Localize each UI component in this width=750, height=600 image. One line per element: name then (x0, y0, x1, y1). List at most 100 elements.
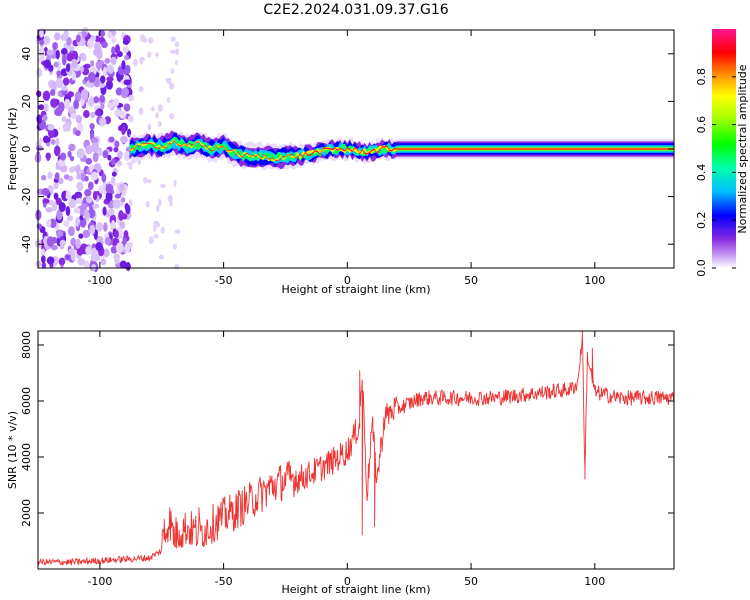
noise-blob (107, 102, 114, 109)
noise-blob (87, 181, 94, 191)
noise-blob (79, 65, 85, 73)
noise-blob (120, 136, 128, 144)
noise-blob (43, 35, 51, 45)
x-tick-label: -50 (215, 274, 233, 287)
noise-blob (83, 260, 90, 269)
noise-blob (158, 254, 165, 260)
noise-blob (122, 68, 128, 75)
noise-blob (43, 103, 49, 113)
noise-blob (65, 189, 71, 199)
noise-blob (89, 224, 96, 235)
noise-blob (96, 221, 104, 232)
noise-blob (75, 238, 81, 249)
noise-blob (168, 113, 175, 120)
noise-blob (53, 32, 61, 41)
noise-blob (74, 207, 81, 214)
noise-blob (84, 188, 92, 197)
noise-blob (53, 145, 61, 157)
y-tick-label: 8000 (20, 331, 33, 359)
noise-blob (92, 152, 99, 163)
noise-blob (138, 107, 144, 115)
noise-blob (49, 89, 56, 96)
noise-blob (104, 57, 111, 64)
noise-blob (36, 223, 43, 230)
noise-blob (85, 144, 93, 155)
noise-blob (105, 191, 113, 202)
noise-blob (104, 233, 110, 239)
noise-blob (38, 104, 45, 111)
noise-blob (60, 164, 68, 173)
noise-blob (58, 202, 66, 212)
x-tick-label: 100 (584, 274, 605, 287)
y-tick-label: 20 (20, 94, 33, 108)
noise-blob (75, 34, 81, 43)
noise-blob (124, 54, 129, 61)
noise-blob (127, 242, 134, 247)
noise-blob (157, 121, 162, 128)
snr-frame (37, 330, 675, 570)
noise-blob (153, 234, 159, 239)
noise-blob (169, 82, 175, 90)
noise-blob (57, 158, 66, 167)
noise-blob (47, 171, 53, 180)
noise-blob (101, 173, 107, 183)
spectrogram-noise (34, 26, 181, 273)
noise-blob (114, 193, 122, 199)
noise-blob (69, 155, 75, 162)
noise-blob (146, 179, 152, 184)
noise-blob (49, 218, 57, 229)
noise-blob (160, 183, 166, 189)
spectrogram-x-label: Height of straight line (km) (281, 283, 430, 296)
noise-blob (61, 54, 67, 66)
noise-blob (71, 71, 77, 81)
noise-blob (106, 76, 114, 82)
noise-blob (59, 152, 67, 161)
noise-blob (76, 181, 84, 192)
noise-blob (44, 136, 51, 143)
noise-blob (63, 174, 70, 180)
noise-blob (58, 257, 66, 266)
colorbar-tick-label: 0.6 (695, 116, 708, 134)
noise-blob (46, 152, 51, 162)
noise-blob (173, 179, 177, 187)
noise-blob (121, 87, 130, 97)
noise-blob (90, 253, 98, 262)
noise-blob (156, 205, 160, 213)
colorbar-label: Normalized spectral amplitude (736, 64, 749, 233)
noise-blob (89, 122, 95, 130)
noise-blob (118, 183, 125, 192)
noise-blob (55, 137, 60, 147)
noise-blob (62, 77, 70, 86)
noise-blob (90, 111, 96, 119)
noise-blob (66, 215, 74, 222)
noise-blob (102, 206, 107, 216)
noise-blob (128, 164, 133, 170)
noise-blob (118, 69, 124, 76)
noise-blob (40, 248, 46, 257)
y-tick-label: 4000 (20, 443, 33, 471)
noise-blob (150, 106, 155, 112)
noise-blob (56, 70, 61, 77)
noise-blob (121, 60, 126, 72)
noise-blob (174, 48, 179, 56)
noise-blob (88, 96, 94, 108)
noise-blob (94, 110, 102, 116)
y-tick-label: -40 (20, 235, 33, 253)
noise-blob (111, 171, 117, 177)
noise-blob (122, 46, 129, 53)
noise-blob (117, 150, 123, 160)
snr-x-label: Height of straight line (km) (281, 583, 430, 596)
noise-blob (54, 108, 63, 117)
noise-blob (63, 220, 70, 227)
noise-blob (95, 60, 102, 70)
noise-blob (69, 166, 75, 173)
noise-blob (103, 222, 108, 232)
noise-blob (123, 230, 129, 239)
noise-blob (92, 190, 98, 201)
noise-blob (155, 52, 159, 58)
noise-blob (74, 91, 82, 102)
noise-blob (121, 126, 126, 136)
x-tick-label: 0 (344, 274, 351, 287)
noise-blob (36, 114, 43, 125)
